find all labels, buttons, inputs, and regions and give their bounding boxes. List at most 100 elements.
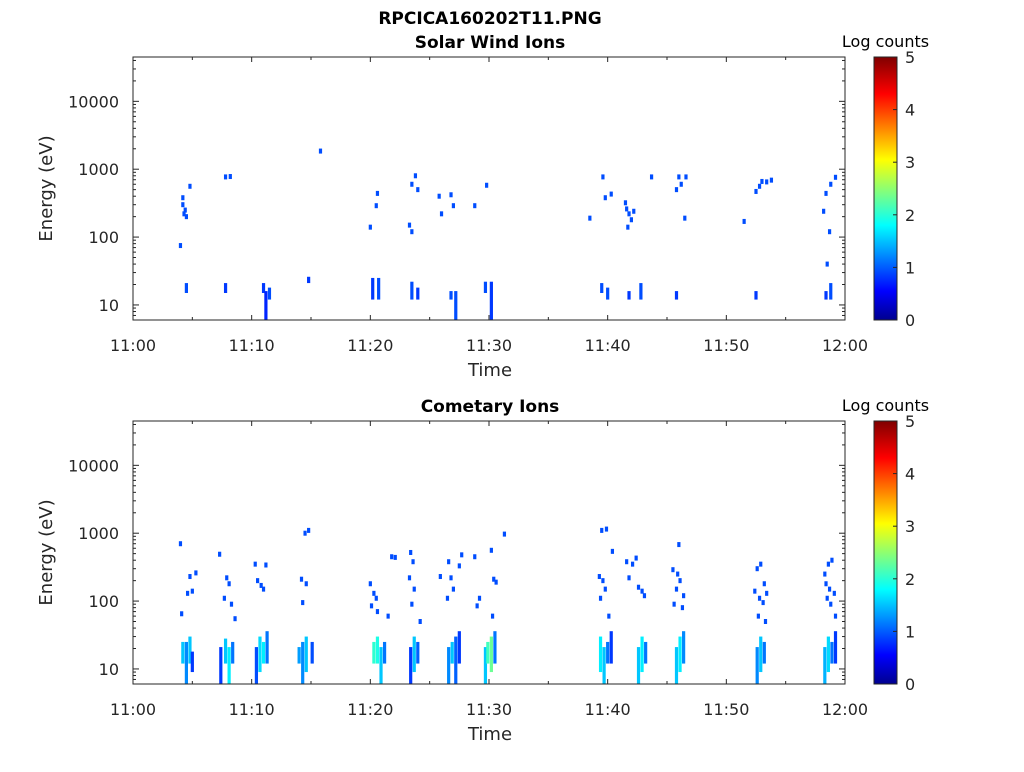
data-cell <box>449 192 453 198</box>
data-cell <box>825 595 829 601</box>
data-cell <box>451 203 455 209</box>
data-cell <box>759 561 763 567</box>
data-cell <box>833 613 838 619</box>
data-cell <box>222 595 226 601</box>
data-column <box>640 636 644 673</box>
data-cell <box>445 595 450 601</box>
data-cell <box>410 181 414 187</box>
data-column <box>682 631 686 664</box>
data-cell <box>609 191 613 197</box>
data-cell <box>630 561 635 567</box>
data-cell <box>827 229 832 235</box>
panel-title: Cometary Ions <box>421 397 560 417</box>
data-cell <box>677 542 681 548</box>
data-cell <box>375 609 380 615</box>
data-cell <box>407 575 412 581</box>
data-cell <box>755 566 759 572</box>
data-cell <box>674 586 679 592</box>
data-column <box>678 636 682 673</box>
x-tick-label: 11:20 <box>347 700 393 719</box>
data-cell <box>372 590 376 596</box>
data-cell <box>299 576 304 582</box>
data-column <box>636 647 641 684</box>
data-cell <box>418 619 422 625</box>
data-cell <box>603 195 607 201</box>
data-cell <box>183 207 187 213</box>
x-tick-label: 11:40 <box>585 336 631 355</box>
data-cell <box>677 174 681 180</box>
data-cell <box>368 224 372 230</box>
data-cell <box>374 203 378 209</box>
data-column <box>759 636 763 673</box>
x-tick-label: 11:30 <box>466 336 512 355</box>
data-cell <box>188 574 192 580</box>
data-cell <box>494 579 498 585</box>
data-column <box>267 287 272 300</box>
data-column <box>409 647 413 684</box>
data-cell <box>588 215 592 221</box>
data-cell <box>264 562 268 568</box>
data-column <box>261 283 266 293</box>
data-cell <box>627 575 631 581</box>
data-cell <box>181 195 185 201</box>
data-cell <box>409 549 413 555</box>
data-cell <box>678 578 682 584</box>
data-cell <box>390 554 394 560</box>
data-cell <box>229 601 234 607</box>
x-tick-label: 11:00 <box>110 336 156 355</box>
data-cell <box>632 208 636 214</box>
colorbar-tick-label: 3 <box>905 517 915 536</box>
x-tick-label: 11:20 <box>347 336 393 355</box>
data-cell <box>178 243 183 249</box>
data-cell <box>625 206 629 212</box>
data-cell <box>597 574 601 580</box>
data-cell <box>228 174 232 180</box>
data-column <box>602 647 606 684</box>
colorbar-label: Log counts <box>842 32 929 51</box>
data-column <box>304 636 308 673</box>
data-cell <box>674 187 679 193</box>
colorbar-tick-label: 4 <box>905 101 915 120</box>
data-column <box>219 647 223 684</box>
data-cell <box>756 613 760 619</box>
data-cell <box>627 211 631 217</box>
panel-title: Solar Wind Ions <box>415 33 566 53</box>
data-cell <box>190 588 194 594</box>
x-tick-label: 11:40 <box>585 700 631 719</box>
data-cell <box>601 578 605 584</box>
colorbar <box>873 56 898 321</box>
data-column <box>223 638 228 664</box>
data-cell <box>765 179 769 185</box>
data-cell <box>413 173 418 179</box>
data-cell <box>473 203 477 209</box>
data-cell <box>411 559 415 565</box>
data-column <box>493 631 497 664</box>
data-column <box>307 276 311 284</box>
data-cell <box>437 193 441 199</box>
data-cell <box>760 178 764 184</box>
data-column <box>231 641 235 664</box>
data-column <box>372 641 376 664</box>
data-column <box>382 641 387 664</box>
colorbar-tick-label: 0 <box>905 311 915 330</box>
data-column <box>754 291 758 300</box>
y-tick-label: 10 <box>99 660 119 679</box>
data-column <box>457 631 461 664</box>
y-tick-label: 10000 <box>68 456 119 475</box>
data-cell <box>369 603 374 609</box>
data-column <box>824 291 828 300</box>
panel-2: 11:00 11:10 11:20 11:30 11:40 11:50 12:0010100… <box>36 396 929 745</box>
data-cell <box>761 600 765 606</box>
data-column <box>181 641 185 664</box>
data-column <box>190 651 194 673</box>
colorbar-tick-label: 0 <box>905 675 915 694</box>
data-cell <box>626 224 630 230</box>
data-cell <box>301 600 305 606</box>
data-cell <box>642 593 647 599</box>
data-cell <box>259 582 263 588</box>
x-tick-label: 11:30 <box>466 700 512 719</box>
data-cell <box>460 552 464 558</box>
data-cell <box>636 584 641 590</box>
data-column <box>674 291 679 300</box>
